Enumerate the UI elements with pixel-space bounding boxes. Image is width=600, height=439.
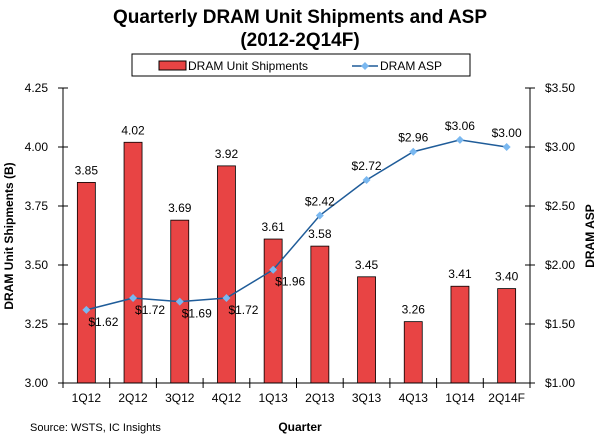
y-tick-label: 3.00 xyxy=(25,376,49,390)
legend-label-shipments: DRAM Unit Shipments xyxy=(188,59,308,73)
bar-label: 3.61 xyxy=(261,220,285,234)
bar-4Q12 xyxy=(217,165,236,384)
legend: DRAM Unit Shipments DRAM ASP xyxy=(131,53,471,77)
chart-subtitle: (2012-2Q14F) xyxy=(240,30,359,51)
asp-label: $2.72 xyxy=(352,159,382,173)
legend-box xyxy=(131,53,471,77)
bar-4Q13 xyxy=(403,321,423,384)
bar-3Q13 xyxy=(357,276,376,384)
asp-label: $1.72 xyxy=(135,303,165,317)
asp-point-2Q13 xyxy=(315,211,324,220)
bar-label: 4.02 xyxy=(121,123,145,137)
y-tick-label: 4.00 xyxy=(25,140,49,154)
legend-label-asp: DRAM ASP xyxy=(380,59,442,73)
asp-point-1Q12 xyxy=(82,305,91,314)
asp-label: $2.96 xyxy=(398,131,428,145)
chart-title: Quarterly DRAM Unit Shipments and ASP xyxy=(113,7,487,28)
asp-point-3Q12 xyxy=(175,297,184,306)
asp-point-4Q12 xyxy=(222,294,231,303)
y2-tick-label: $3.50 xyxy=(545,81,575,95)
bar-2Q14F xyxy=(497,288,517,384)
asp-label: $3.06 xyxy=(445,119,475,133)
bar-label: 3.41 xyxy=(448,267,472,281)
x-tick-label: 4Q13 xyxy=(399,391,429,405)
y2-tick-label: $1.00 xyxy=(545,376,575,390)
x-tick-label: 1Q12 xyxy=(72,391,102,405)
bar-1Q13 xyxy=(263,238,283,384)
asp-label: $1.96 xyxy=(275,275,305,289)
bar-1Q14 xyxy=(450,285,470,384)
y2-tick-label: $3.00 xyxy=(545,140,575,154)
x-tick-label: 2Q14F xyxy=(488,391,525,405)
asp-point-2Q14F xyxy=(502,143,511,151)
asp-label: $1.62 xyxy=(88,315,118,329)
y2-tick-label: $2.00 xyxy=(545,258,575,272)
x-tick-label: 1Q14 xyxy=(445,391,475,405)
y-axis-label: DRAM Unit Shipments (B) xyxy=(2,162,16,309)
bar-label: 3.92 xyxy=(215,147,239,161)
x-tick-label: 2Q13 xyxy=(305,391,335,405)
x-tick-label: 1Q13 xyxy=(258,391,288,405)
asp-point-1Q13 xyxy=(269,265,278,274)
y-tick-label: 3.75 xyxy=(25,199,49,213)
bar-label: 3.40 xyxy=(495,270,519,284)
bar-label: 3.69 xyxy=(168,201,192,215)
asp-label: $2.42 xyxy=(305,194,335,208)
asp-point-3Q13 xyxy=(362,176,371,185)
bar-label: 3.85 xyxy=(75,163,99,177)
asp-label: $1.69 xyxy=(182,307,212,321)
legend-bar-swatch xyxy=(158,60,187,71)
x-axis-label: Quarter xyxy=(278,420,322,434)
bar-2Q13 xyxy=(310,245,330,384)
bar-label: 3.26 xyxy=(402,303,426,317)
x-tick-label: 3Q12 xyxy=(165,391,195,405)
y2-tick-label: $1.50 xyxy=(545,317,575,331)
legend-marker-swatch xyxy=(361,62,369,70)
asp-point-4Q13 xyxy=(409,147,418,156)
asp-label: $1.72 xyxy=(228,303,258,317)
bar-1Q12 xyxy=(76,181,96,384)
asp-label: $3.00 xyxy=(492,126,522,140)
source-note: Source: WSTS, IC Insights xyxy=(30,422,161,434)
bar-2Q12 xyxy=(123,141,143,384)
x-tick-label: 2Q12 xyxy=(118,391,148,405)
asp-point-2Q12 xyxy=(129,294,138,303)
y2-axis-label: DRAM ASP xyxy=(583,204,597,268)
y-tick-label: 3.25 xyxy=(25,317,49,331)
asp-line xyxy=(86,139,507,311)
x-tick-label: 3Q13 xyxy=(352,391,382,405)
y-tick-label: 4.25 xyxy=(25,81,49,95)
bar-label: 3.45 xyxy=(355,258,379,272)
x-tick-label: 4Q12 xyxy=(212,391,242,405)
bar-label: 3.58 xyxy=(308,227,332,241)
y2-tick-label: $2.50 xyxy=(545,199,575,213)
y-tick-label: 3.50 xyxy=(25,258,49,272)
asp-point-1Q14 xyxy=(455,135,464,144)
